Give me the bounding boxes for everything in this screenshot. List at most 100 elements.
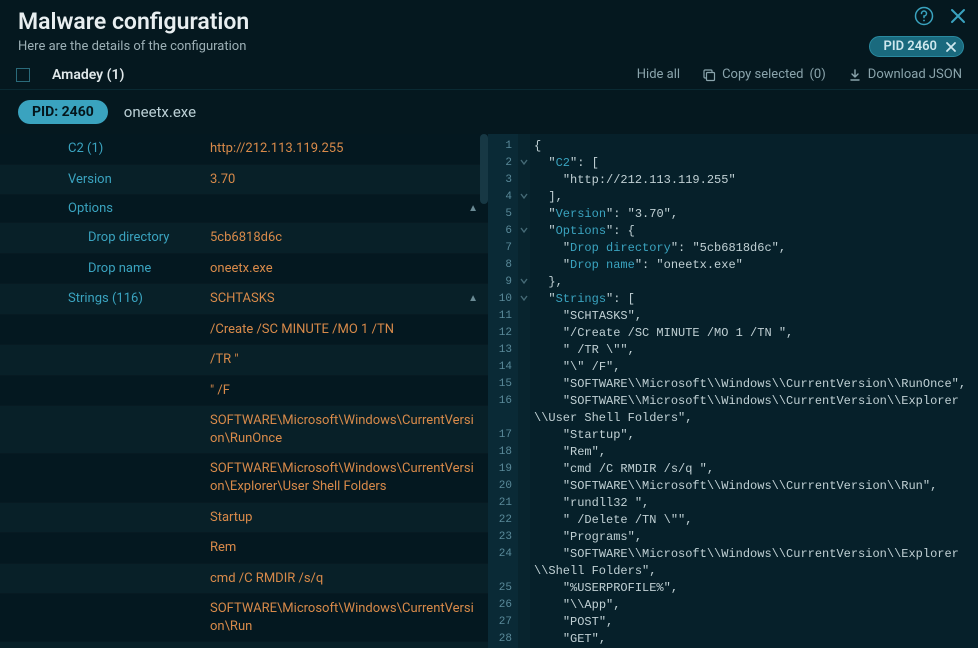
config-row[interactable]: cmd /C RMDIR /s/q [0, 564, 488, 595]
header: Malware configuration Here are the detai… [0, 0, 978, 60]
config-value: /TR " [200, 345, 488, 375]
config-key [0, 612, 200, 624]
config-value: SOFTWARE\Microsoft\Windows\CurrentVersio… [200, 406, 488, 453]
code-line: " /Delete /TN \"", [534, 512, 978, 529]
config-row[interactable]: rundll32 [0, 642, 488, 648]
config-value: " /F [200, 376, 488, 406]
config-row[interactable]: SOFTWARE\Microsoft\Windows\CurrentVersio… [0, 406, 488, 454]
code-line: "Rem", [534, 444, 978, 461]
line-number: 12 [488, 325, 518, 342]
line-number: 27 [488, 614, 518, 631]
fold-marker-icon[interactable] [520, 294, 528, 302]
line-number: 11 [488, 308, 518, 325]
code-line: "cmd /C RMDIR /s/q ", [534, 461, 978, 478]
config-value: SOFTWARE\Microsoft\Windows\CurrentVersio… [200, 454, 488, 501]
download-json-button[interactable]: Download JSON [848, 67, 962, 82]
collapse-icon[interactable]: ▲ [468, 203, 478, 214]
copy-selected-button[interactable]: Copy selected (0) [702, 67, 826, 82]
code-line: "Startup", [534, 427, 978, 444]
code-gutter: 1234567891011121314151617181920212223242… [488, 134, 518, 648]
line-number: 5 [488, 206, 518, 223]
pid-row: PID: 2460 oneetx.exe [0, 90, 978, 134]
fold-marker-icon[interactable] [520, 226, 528, 234]
page-subtitle: Here are the details of the configuratio… [18, 39, 960, 54]
code-line: "\" /F", [534, 359, 978, 376]
config-value: 3.70 [200, 165, 488, 195]
exe-name: oneetx.exe [124, 103, 196, 121]
code-line: "/Create /SC MINUTE /MO 1 /TN ", [534, 325, 978, 342]
tabbar: Amadey (1) Hide all Copy selected (0) Do… [0, 60, 978, 90]
config-row[interactable]: Drop directory5cb6818d6c [0, 223, 488, 254]
code-line: "GET", [534, 631, 978, 648]
fold-marker-icon[interactable] [520, 158, 528, 166]
config-row[interactable]: Options ▲ [0, 195, 488, 223]
left-scrollbar-thumb[interactable] [480, 134, 488, 204]
fold-marker-icon[interactable] [520, 192, 528, 200]
code-line: "SCHTASKS", [534, 308, 978, 325]
code-line: "\\App", [534, 597, 978, 614]
code-line: "Drop directory": "5cb6818d6c", [534, 240, 978, 257]
close-icon[interactable] [948, 6, 968, 26]
code-line: "Drop name": "oneetx.exe" [534, 257, 978, 274]
line-number: 2 [488, 155, 518, 172]
line-number: 10 [488, 291, 518, 308]
code-line: { [534, 138, 978, 155]
collapse-icon[interactable]: ▲ [468, 293, 478, 304]
config-key [0, 324, 200, 336]
line-number: 23 [488, 529, 518, 546]
line-number: 20 [488, 478, 518, 495]
code-line: "SOFTWARE\\Microsoft\\Windows\\CurrentVe… [534, 546, 978, 580]
config-key [0, 572, 200, 584]
config-value: cmd /C RMDIR /s/q [200, 564, 488, 594]
config-value: SOFTWARE\Microsoft\Windows\CurrentVersio… [200, 594, 488, 641]
config-row[interactable]: Version3.70 [0, 165, 488, 196]
line-number: 15 [488, 376, 518, 393]
json-code-pane: 1234567891011121314151617181920212223242… [488, 134, 978, 648]
config-row[interactable]: Strings (116)SCHTASKS▲ [0, 284, 488, 315]
config-row[interactable]: /Create /SC MINUTE /MO 1 /TN [0, 315, 488, 346]
line-number: 1 [488, 138, 518, 155]
config-row[interactable]: C2 (1)http://212.113.119.255 [0, 134, 488, 165]
config-key [0, 511, 200, 523]
line-number: 7 [488, 240, 518, 257]
code-line: "Options": { [534, 223, 978, 240]
config-value [200, 203, 488, 215]
pid-filter-clear-icon[interactable] [945, 41, 957, 53]
line-number: 17 [488, 427, 518, 444]
line-number: 19 [488, 461, 518, 478]
line-number: 8 [488, 257, 518, 274]
fold-marker-icon[interactable] [520, 277, 528, 285]
copy-icon [702, 68, 716, 82]
hide-all-button[interactable]: Hide all [637, 67, 680, 82]
config-value: oneetx.exe [200, 254, 488, 284]
config-row[interactable]: " /F [0, 376, 488, 407]
config-row[interactable]: SOFTWARE\Microsoft\Windows\CurrentVersio… [0, 454, 488, 502]
code-content[interactable]: { "C2": [ "http://212.113.119.255" ], "V… [530, 134, 978, 648]
code-line: "Version": "3.70", [534, 206, 978, 223]
config-value: Startup [200, 503, 488, 533]
pid-filter-label: PID 2460 [884, 39, 938, 54]
tab-amadey[interactable]: Amadey (1) [44, 63, 132, 87]
select-all-checkbox[interactable] [16, 68, 30, 82]
line-number: 16 [488, 393, 518, 427]
code-line: "Programs", [534, 529, 978, 546]
pid-badge[interactable]: PID: 2460 [18, 100, 108, 124]
code-line: "SOFTWARE\\Microsoft\\Windows\\CurrentVe… [534, 376, 978, 393]
help-icon[interactable] [914, 6, 934, 26]
config-tree-pane: C2 (1)http://212.113.119.255Version3.70O… [0, 134, 488, 648]
pid-filter-badge[interactable]: PID 2460 [869, 36, 965, 57]
config-row[interactable]: Rem [0, 533, 488, 564]
line-number: 6 [488, 223, 518, 240]
config-key: Drop directory [0, 224, 200, 251]
code-line: }, [534, 274, 978, 291]
left-scrollbar[interactable] [480, 134, 488, 648]
config-row[interactable]: SOFTWARE\Microsoft\Windows\CurrentVersio… [0, 594, 488, 642]
config-row[interactable]: Startup [0, 503, 488, 534]
config-row[interactable]: Drop nameoneetx.exe [0, 254, 488, 285]
download-json-label: Download JSON [868, 67, 962, 82]
config-row[interactable]: /TR " [0, 345, 488, 376]
line-number: 9 [488, 274, 518, 291]
code-line: "Strings": [ [534, 291, 978, 308]
config-key: Options [0, 195, 200, 222]
config-key [0, 385, 200, 397]
